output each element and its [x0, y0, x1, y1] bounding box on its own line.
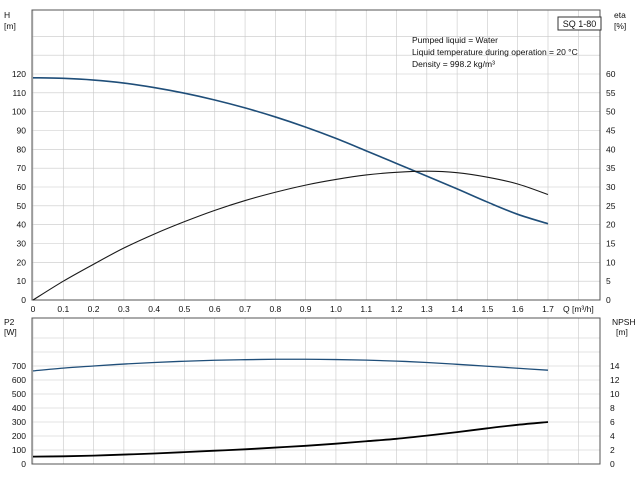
x-tick-label: 0.4	[148, 304, 160, 314]
top-left-y-tick-label: 30	[17, 239, 27, 249]
x-axis-title: Q [m³/h]	[563, 304, 594, 314]
top-right-y-tick-label: 5	[606, 276, 611, 286]
top-right-y-tick-label: 55	[606, 88, 616, 98]
x-tick-label: 0.7	[239, 304, 251, 314]
head-curve-line	[32, 76, 549, 225]
top-left-y-tick-label: 50	[17, 201, 27, 211]
top-right-y-tick-label: 0	[606, 295, 611, 305]
bottom-left-y-tick-label: 700	[12, 361, 26, 371]
top-right-y-tick-label: 50	[606, 107, 616, 117]
bottom-left-axis-title-line1: P2	[4, 317, 15, 327]
top-right-y-tick-label: 25	[606, 201, 616, 211]
top-left-y-tick-label: 40	[17, 220, 27, 230]
x-tick-label: 0.3	[118, 304, 130, 314]
x-tick-label: 0.2	[88, 304, 100, 314]
top-right-y-tick-label: 10	[606, 257, 616, 267]
bottom-right-y-tick-label: 8	[610, 403, 615, 413]
x-tick-label: 0.1	[57, 304, 69, 314]
top-left-y-tick-label: 100	[12, 107, 26, 117]
top-right-y-tick-label: 40	[606, 144, 616, 154]
top-right-y-tick-label: 45	[606, 126, 616, 136]
top-left-axis-title-line2: [m]	[4, 21, 16, 31]
note-density: Density = 998.2 kg/m³	[412, 59, 495, 69]
x-tick-label: 0.8	[269, 304, 281, 314]
bottom-left-y-tick-label: 400	[12, 403, 26, 413]
x-tick-label: 1.7	[542, 304, 554, 314]
top-left-y-tick-label: 80	[17, 144, 27, 154]
bottom-right-axis-title-line2: [m]	[616, 327, 628, 337]
bottom-right-y-tick-label: 10	[610, 389, 620, 399]
x-tick-label: 1.0	[330, 304, 342, 314]
chart-title: SQ 1-80	[563, 19, 597, 29]
x-tick-label: 1.2	[391, 304, 403, 314]
top-right-y-tick-label: 60	[606, 69, 616, 79]
npsh-curve-line	[32, 421, 549, 458]
note-liquid-temperature: Liquid temperature during operation = 20…	[412, 47, 578, 57]
top-right-y-tick-label: 35	[606, 163, 616, 173]
bottom-right-axis-title-line1: NPSH	[612, 317, 636, 327]
note-pumped-liquid: Pumped liquid = Water	[412, 35, 498, 45]
top-left-y-tick-label: 90	[17, 126, 27, 136]
bottom-right-y-tick-label: 14	[610, 361, 620, 371]
top-left-y-tick-label: 120	[12, 69, 26, 79]
bottom-left-y-tick-label: 200	[12, 431, 26, 441]
bottom-right-y-tick-label: 6	[610, 417, 615, 427]
top-left-y-tick-label: 0	[21, 295, 26, 305]
x-tick-label: 1.1	[360, 304, 372, 314]
series-layer	[32, 76, 549, 458]
top-left-y-tick-label: 20	[17, 257, 27, 267]
top-left-y-tick-label: 60	[17, 182, 27, 192]
top-plot-frame	[31, 9, 601, 301]
bottom-right-y-tick-label: 2	[610, 445, 615, 455]
label-layer: SQ 1-80 Pumped liquid = Water Liquid tem…	[4, 10, 636, 337]
bottom-left-y-tick-label: 300	[12, 417, 26, 427]
top-right-y-tick-label: 20	[606, 220, 616, 230]
bottom-left-axis-title-line2: [W]	[4, 327, 17, 337]
chart-title-frame	[557, 16, 602, 31]
top-right-y-tick-label: 30	[606, 182, 616, 192]
bottom-plot-frame	[31, 317, 601, 465]
top-right-axis-title-line2: [%]	[614, 21, 626, 31]
frame-layer	[31, 9, 601, 465]
grid-layer	[32, 10, 600, 465]
x-tick-label: 1.6	[512, 304, 524, 314]
chart-title-box: SQ 1-80	[557, 16, 602, 31]
top-left-axis-title-line1: H	[4, 10, 10, 20]
x-tick-label: 1.5	[481, 304, 493, 314]
tick-label-layer: 0 0.1 0.2 0.3 0.4 0.5 0.6 0.7 0.8 0.9 1.0 1.1 1.2 1.3…	[12, 69, 620, 469]
x-tick-label: 1.3	[421, 304, 433, 314]
x-tick-label: 0.9	[300, 304, 312, 314]
top-right-axis-title-line1: eta	[614, 10, 626, 20]
bottom-left-y-tick-label: 600	[12, 375, 26, 385]
x-tick-label: 0.5	[179, 304, 191, 314]
bottom-right-y-tick-label: 4	[610, 431, 615, 441]
efficiency-curve-line	[32, 170, 549, 301]
x-tick-label: 0	[31, 304, 36, 314]
top-left-y-tick-label: 10	[17, 276, 27, 286]
top-left-y-tick-label: 70	[17, 163, 27, 173]
x-tick-label: 1.4	[451, 304, 463, 314]
top-right-y-tick-label: 15	[606, 239, 616, 249]
bottom-right-y-tick-label: 12	[610, 375, 620, 385]
x-tick-label: 0.6	[209, 304, 221, 314]
top-left-y-tick-label: 110	[12, 88, 26, 98]
bottom-left-y-tick-label: 100	[12, 445, 26, 455]
power-curve-line	[32, 358, 549, 372]
bottom-right-y-tick-label: 0	[610, 459, 615, 469]
bottom-left-y-tick-label: 0	[21, 459, 26, 469]
bottom-left-y-tick-label: 500	[12, 389, 26, 399]
